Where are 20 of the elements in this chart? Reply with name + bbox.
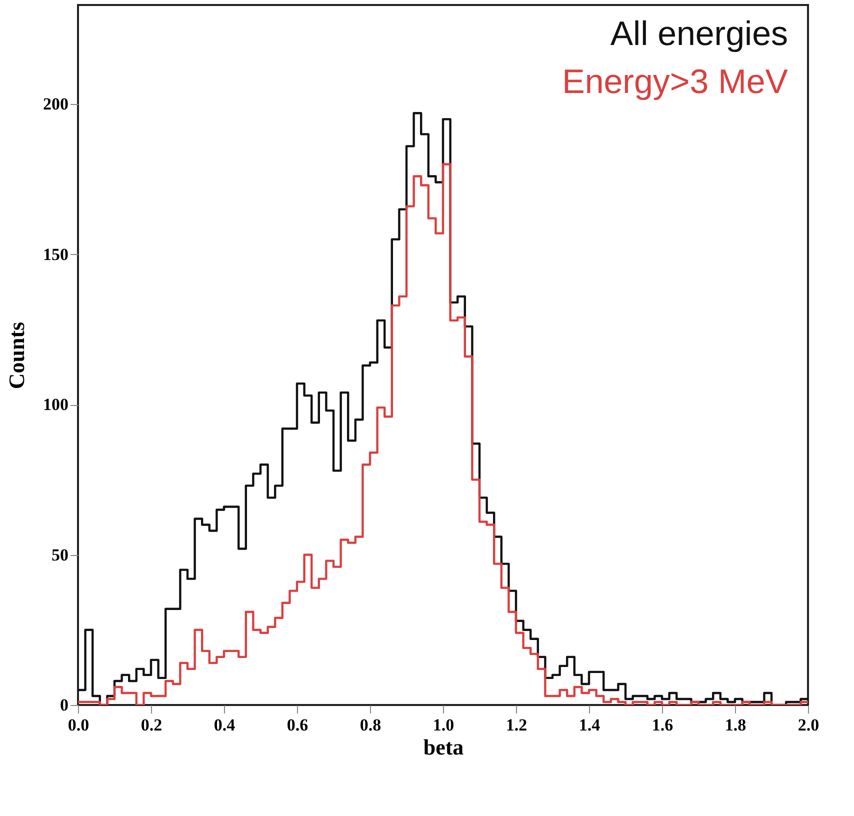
x-tick-label: 0.8 bbox=[360, 716, 382, 734]
y-tick-label: 50 bbox=[52, 545, 68, 564]
x-tick-label: 0.0 bbox=[68, 716, 90, 734]
x-tick-label: 0.2 bbox=[140, 716, 162, 734]
x-tick-label: 2.0 bbox=[798, 716, 820, 734]
text: All energies bbox=[610, 15, 788, 53]
x-axis-title: beta bbox=[423, 734, 464, 760]
y-tick-label: 200 bbox=[43, 94, 68, 114]
y-tick-label: 150 bbox=[43, 244, 68, 264]
x-tick-label: 1.6 bbox=[652, 716, 674, 734]
x-tick-label: 1.2 bbox=[506, 716, 528, 734]
text: Energy>3 MeV bbox=[562, 63, 788, 101]
x-tick-label: 0.4 bbox=[214, 716, 236, 734]
y-tick-label: 100 bbox=[43, 395, 68, 414]
x-tick-label: 0.6 bbox=[286, 716, 308, 734]
x-tick-label: 1.0 bbox=[432, 716, 454, 734]
x-tick-label: 1.4 bbox=[578, 716, 601, 734]
y-axis-title: Counts bbox=[4, 321, 29, 390]
x-tick-label: 1.8 bbox=[724, 716, 746, 734]
y-tick-label: 0 bbox=[60, 696, 68, 714]
